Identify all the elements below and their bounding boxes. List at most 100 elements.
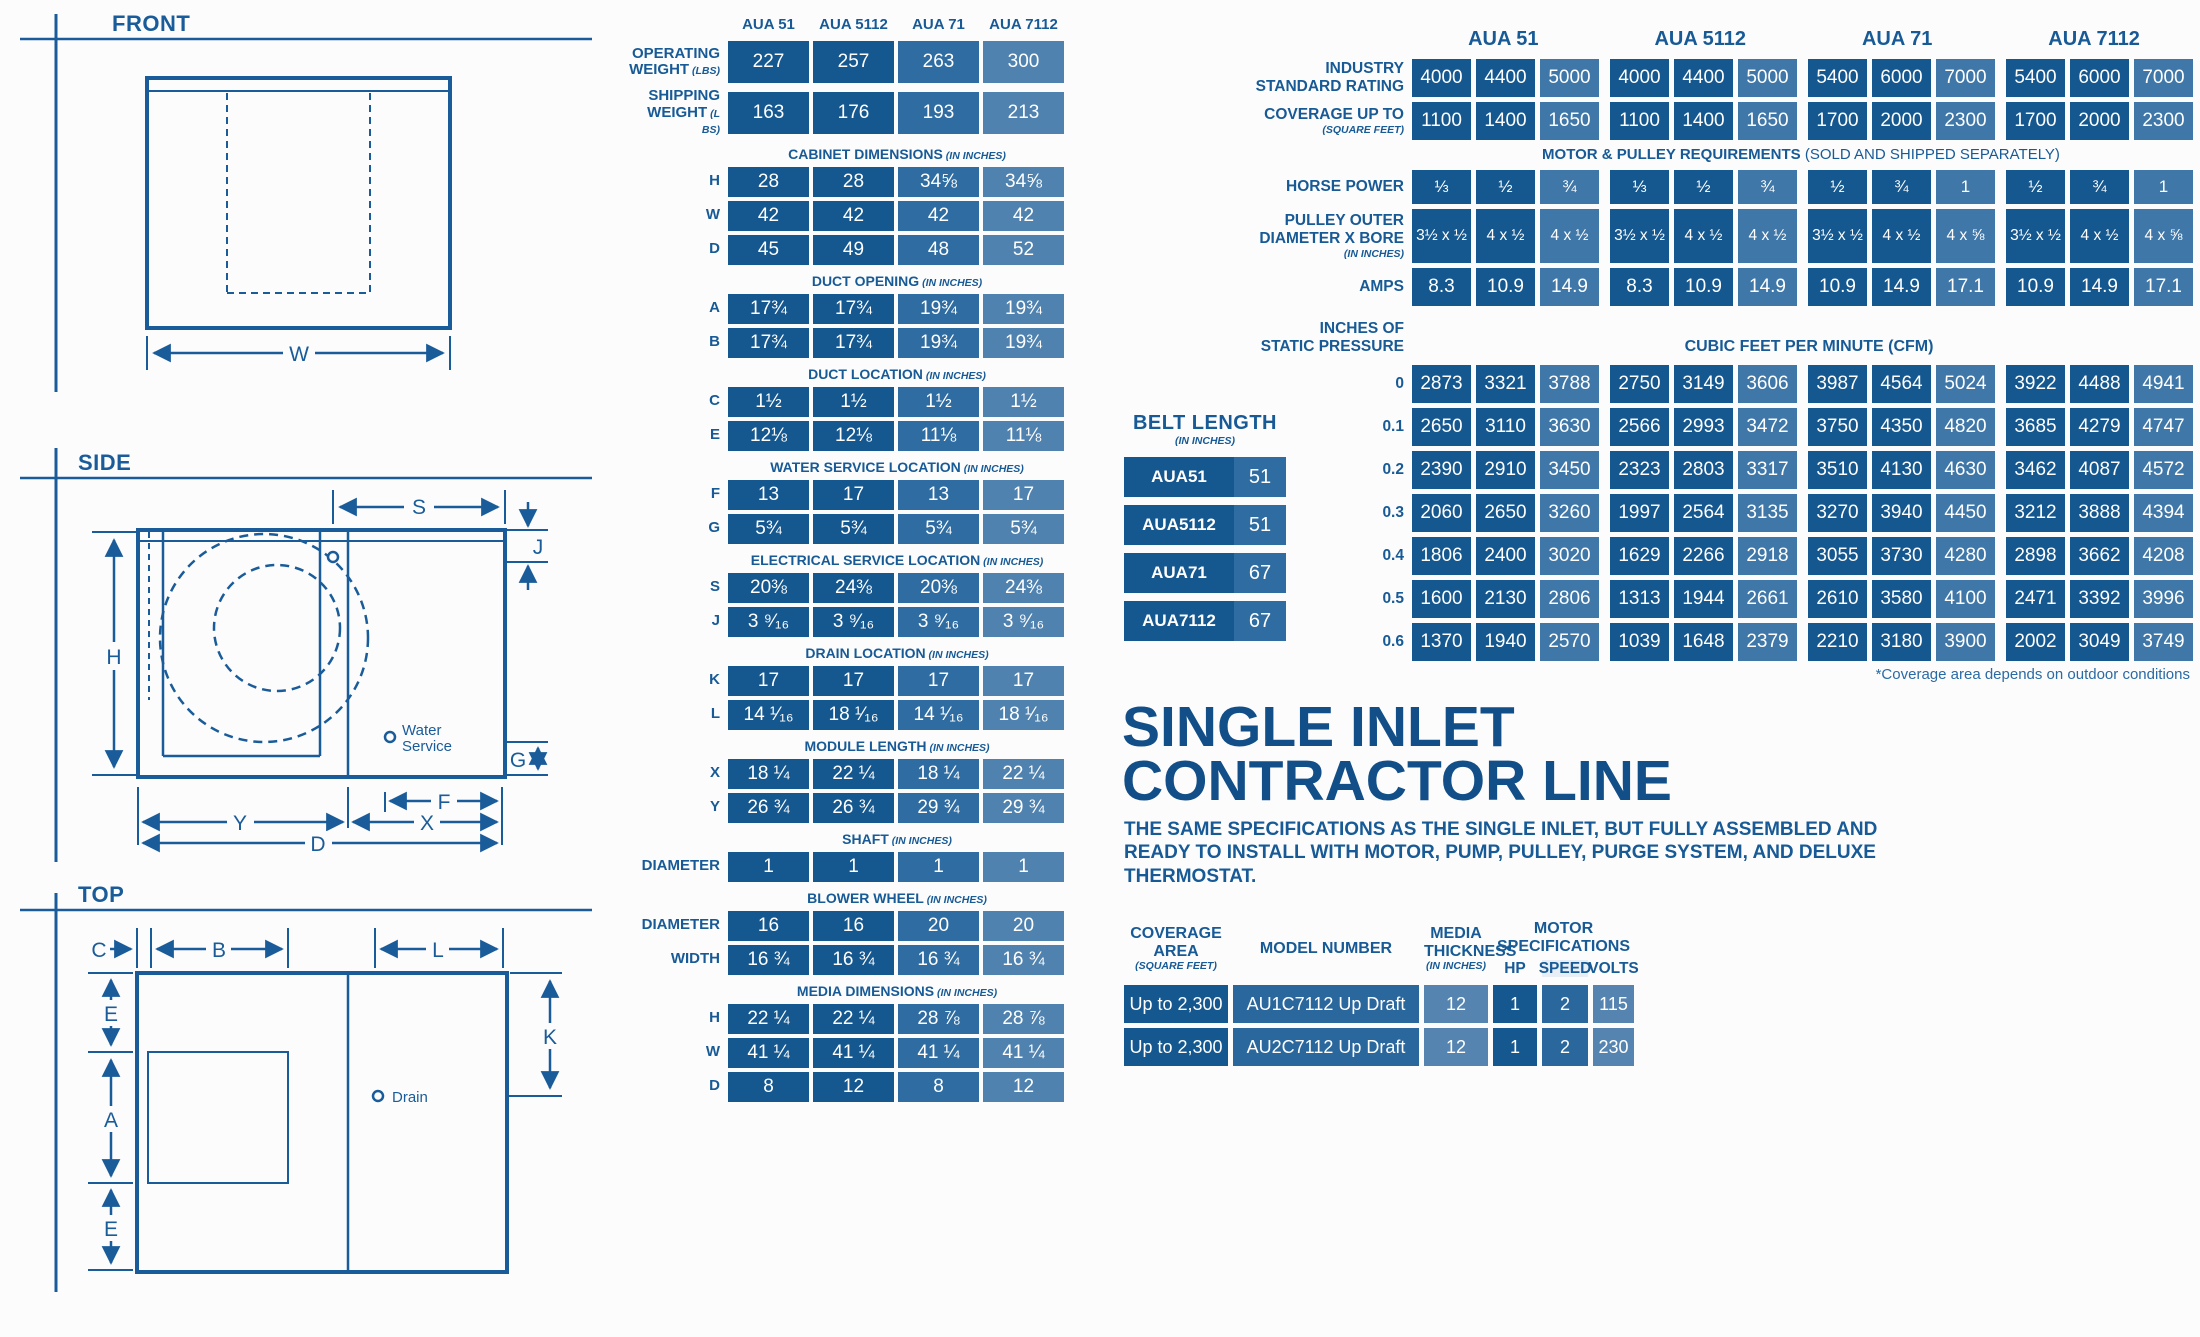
- side-dim-g-label: G: [510, 749, 526, 772]
- row-label: J: [711, 612, 720, 630]
- perf-value: 3750: [1808, 407, 1867, 446]
- perf-value: 14.9: [1872, 268, 1931, 306]
- perf-value: 3½ x ½: [1412, 209, 1471, 263]
- top-dim-k-label: K: [543, 1026, 557, 1049]
- section-title: SHAFT: [842, 830, 889, 847]
- perf-value: 14.9: [1540, 268, 1599, 306]
- perf-value: 2210: [1808, 622, 1867, 661]
- perf-value: 3149: [1674, 364, 1733, 403]
- row-label: 0.5: [1382, 589, 1404, 607]
- perf-value: 3606: [1738, 364, 1797, 403]
- spec-value: 12⅛: [728, 420, 809, 451]
- perf-value: 1400: [1476, 102, 1535, 140]
- perf-row: 0.6 1370 1940 2570 1039 1648 2379 2210 3180 3900 2…: [1118, 622, 2198, 661]
- spec-row: Y 26 ¾ 26 ¾ 29 ¾ 29 ¾: [628, 792, 1070, 823]
- column-header: AUA 71: [1861, 28, 1933, 50]
- perf-value: 4 x ½: [1738, 209, 1797, 263]
- spec-value: 18 ¼: [898, 758, 979, 789]
- spec-row: W 42 42 42 42: [628, 200, 1070, 231]
- row-label: B: [709, 333, 720, 351]
- perf-value: 1100: [1610, 102, 1669, 140]
- front-dim-w-label: W: [289, 343, 309, 366]
- perf-value: 4 x ½: [2070, 209, 2129, 263]
- row-label: DIAMETER: [641, 857, 720, 875]
- row-label: G: [708, 519, 720, 537]
- perf-value: 5024: [1936, 364, 1995, 403]
- drain-label: Drain: [392, 1089, 428, 1106]
- spec-value: 3 ⁹⁄₁₆: [983, 606, 1064, 637]
- perf-value: 3462: [2006, 450, 2065, 489]
- top-view-title: TOP: [78, 882, 124, 907]
- row-label: H: [709, 172, 720, 190]
- spec-value: 13: [728, 479, 809, 510]
- perf-value: 1313: [1610, 579, 1669, 618]
- belt-length-box: BELT LENGTH (IN INCHES) AUA51 51 AUA5112 51…: [1124, 412, 1286, 649]
- perf-value: 2610: [1808, 579, 1867, 618]
- perf-value: 4572: [2134, 450, 2193, 489]
- hp-header: HP: [1504, 959, 1526, 977]
- belt-length-row: AUA51 51: [1124, 457, 1286, 497]
- perf-value: 4280: [1936, 536, 1995, 575]
- spec-value: 29 ¾: [898, 792, 979, 823]
- perf-value: 1: [1936, 170, 1995, 204]
- contractor-media-value: 12: [1424, 985, 1488, 1024]
- belt-value: 51: [1234, 457, 1286, 497]
- perf-value: ½: [1476, 170, 1535, 204]
- spec-row: D 8 12 8 12: [628, 1071, 1070, 1102]
- column-header: AUA 51: [742, 16, 795, 33]
- contractor-coverage-value: Up to 2,300: [1124, 1028, 1228, 1067]
- row-label: A: [709, 299, 720, 317]
- perf-value: 2918: [1738, 536, 1797, 575]
- top-dim-l-label: L: [432, 939, 444, 962]
- spec-value: 42: [983, 200, 1064, 231]
- perf-value: 2000: [1872, 102, 1931, 140]
- perf-value: 3317: [1738, 450, 1797, 489]
- section-header: MODULE LENGTH (IN INCHES): [728, 738, 1066, 754]
- spec-row: SHIPPING WEIGHT (L BS) 163 176 193 213: [628, 87, 1070, 138]
- spec-row: DIAMETER 1 1 1 1: [628, 851, 1070, 882]
- row-label: W: [705, 1043, 720, 1061]
- perf-column-headers: AUA 51 AUA 5112 AUA 71 AUA 7112: [1118, 28, 2198, 51]
- perf-row: HORSE POWER ⅓ ½ ¾ ⅓ ½ ¾ ½ ¾ 1 ½ ¾ 1: [1118, 170, 2198, 204]
- perf-value: 4941: [2134, 364, 2193, 403]
- spec-value: 176: [813, 91, 894, 134]
- side-dim-f-label: F: [438, 791, 451, 814]
- spec-value: 16 ¾: [898, 944, 979, 975]
- contractor-row: Up to 2,300 AU2C7112 Up Draft 12 1 2 230: [1124, 1028, 1639, 1067]
- perf-value: 2898: [2006, 536, 2065, 575]
- spec-value: 28: [813, 166, 894, 197]
- perf-value: 1700: [1808, 102, 1867, 140]
- perf-row: 0 2873 3321 3788 2750 3149 3606 3987 4564 5024 392…: [1118, 364, 2198, 403]
- row-label: S: [709, 578, 720, 596]
- section-note: (IN INCHES): [926, 741, 990, 754]
- row-label: H: [709, 1009, 720, 1027]
- contractor-media-value: 12: [1424, 1028, 1488, 1067]
- spec-value: 17: [813, 665, 894, 696]
- row-label: W: [705, 206, 720, 224]
- perf-value: 10.9: [1674, 268, 1733, 306]
- spec-value: 26 ¾: [813, 792, 894, 823]
- motor-specifications-header-text: MOTOR SPECIFICATIONS: [1496, 920, 1631, 955]
- row-label: 0.6: [1382, 632, 1404, 650]
- spec-value: 20⅜: [728, 572, 809, 603]
- perf-value: 2873: [1412, 364, 1471, 403]
- spec-value: 49: [813, 234, 894, 265]
- side-view-title: SIDE: [78, 450, 131, 475]
- spec-value: 18 ¹⁄₁₆: [813, 699, 894, 730]
- spec-row: D 45 49 48 52: [628, 234, 1070, 265]
- spec-value: 22 ¼: [813, 758, 894, 789]
- spec-value: 42: [728, 200, 809, 231]
- spec-value: 17: [813, 479, 894, 510]
- row-label: WIDTH: [670, 950, 720, 968]
- top-dim-a-label: A: [104, 1109, 118, 1132]
- perf-value: ⅓: [1610, 170, 1669, 204]
- perf-value: 1400: [1674, 102, 1733, 140]
- spec-row: DIAMETER 16 16 20 20: [628, 910, 1070, 941]
- side-dim-h-label: H: [106, 646, 121, 669]
- contractor-model-value: AU2C7112 Up Draft: [1233, 1028, 1419, 1067]
- section-title: BLOWER WHEEL: [807, 889, 924, 906]
- perf-value: 2130: [1476, 579, 1535, 618]
- perf-value: 8.3: [1412, 268, 1471, 306]
- perf-value: 3788: [1540, 364, 1599, 403]
- perf-value: 1648: [1674, 622, 1733, 661]
